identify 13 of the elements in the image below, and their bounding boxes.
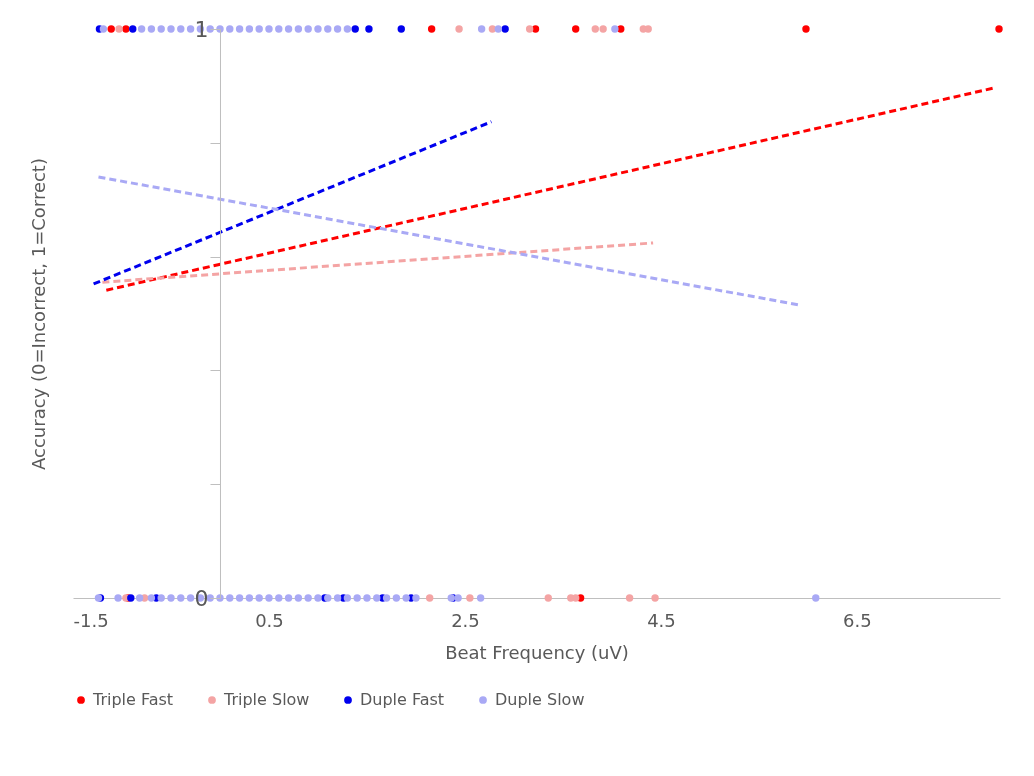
legend-label: Duple Slow [495,690,585,709]
legend-label: Duple Fast [360,690,445,709]
x-tick-label: 0.5 [255,609,284,631]
legend-label: Triple Fast [92,690,174,709]
x-tick-label: -1.5 [73,609,109,631]
legend-label: Triple Slow [223,690,310,709]
y-tick-label: 1 [194,16,209,42]
y-tick-label: 0 [194,585,209,611]
x-tick-label: 6.5 [843,609,872,631]
x-tick-label: 2.5 [451,609,480,631]
y-axis-title: Accuracy (0=Incorrect, 1=Correct) [27,158,49,470]
x-axis-title: Beat Frequency (uV) [445,641,629,663]
x-tick-label: 4.5 [647,609,676,631]
